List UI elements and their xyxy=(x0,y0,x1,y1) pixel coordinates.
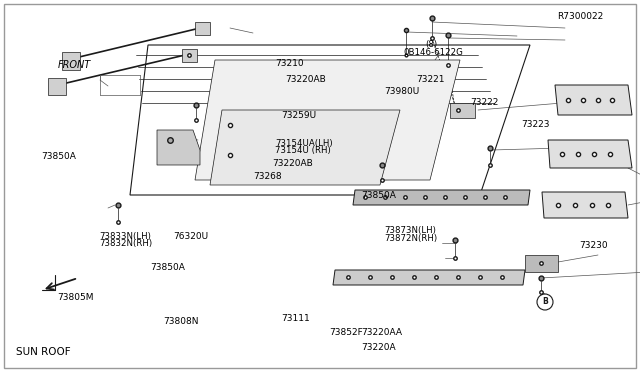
Text: 0B146-6122G: 0B146-6122G xyxy=(403,48,463,57)
Text: 73259U: 73259U xyxy=(282,111,317,120)
Text: SUN ROOF: SUN ROOF xyxy=(16,347,70,356)
Text: 73833N(LH): 73833N(LH) xyxy=(99,232,151,241)
Text: 73980U: 73980U xyxy=(384,87,419,96)
Text: 73852F: 73852F xyxy=(330,328,364,337)
Polygon shape xyxy=(62,52,80,70)
Text: (8): (8) xyxy=(426,40,438,49)
Text: 73805M: 73805M xyxy=(58,293,94,302)
Text: 73268: 73268 xyxy=(253,172,282,181)
Text: 73850A: 73850A xyxy=(362,191,396,200)
Text: 73873N(LH): 73873N(LH) xyxy=(384,226,436,235)
Polygon shape xyxy=(157,130,200,165)
Text: 73221: 73221 xyxy=(416,76,445,84)
Polygon shape xyxy=(195,22,210,35)
Text: 73154U (RH): 73154U (RH) xyxy=(275,146,331,155)
Text: 73223: 73223 xyxy=(522,120,550,129)
Text: 73220AB: 73220AB xyxy=(272,159,313,168)
Polygon shape xyxy=(182,49,197,62)
Text: B: B xyxy=(542,298,548,307)
Text: 73222: 73222 xyxy=(470,98,499,107)
Polygon shape xyxy=(48,78,66,95)
Text: 73220A: 73220A xyxy=(362,343,396,352)
Polygon shape xyxy=(548,140,632,168)
Text: 73872N(RH): 73872N(RH) xyxy=(384,234,437,243)
Text: 76320U: 76320U xyxy=(173,232,208,241)
Polygon shape xyxy=(542,192,628,218)
Polygon shape xyxy=(195,60,460,180)
Text: 73230: 73230 xyxy=(579,241,608,250)
Text: 73154UA(LH): 73154UA(LH) xyxy=(275,139,333,148)
Text: 73210: 73210 xyxy=(275,59,304,68)
Text: FRONT: FRONT xyxy=(58,60,91,70)
Text: 73808N: 73808N xyxy=(163,317,198,326)
Text: 73111: 73111 xyxy=(282,314,310,323)
Text: 73220AA: 73220AA xyxy=(362,328,403,337)
Text: 73850A: 73850A xyxy=(150,263,185,272)
Polygon shape xyxy=(450,103,475,118)
Text: 73220AB: 73220AB xyxy=(285,76,326,84)
Text: 73850A: 73850A xyxy=(42,152,76,161)
Polygon shape xyxy=(353,190,530,205)
Polygon shape xyxy=(210,110,400,185)
Polygon shape xyxy=(555,85,632,115)
Polygon shape xyxy=(333,270,525,285)
Text: R7300022: R7300022 xyxy=(557,12,603,21)
Polygon shape xyxy=(525,255,558,272)
Text: 73832N(RH): 73832N(RH) xyxy=(99,239,152,248)
